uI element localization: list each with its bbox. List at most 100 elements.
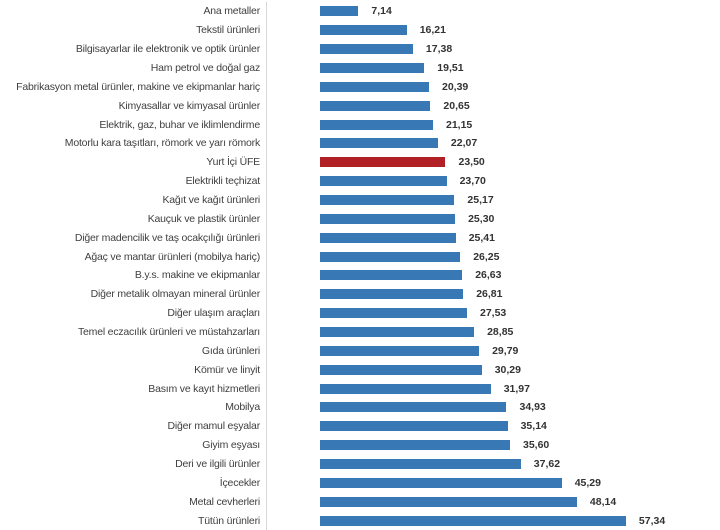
- bar: [320, 119, 433, 130]
- category-label: Basım ve kayıt hizmetleri: [148, 382, 260, 395]
- chart-row: Deri ve ilgili ürünler 37,62: [0, 454, 720, 474]
- plot-area: 57,34: [266, 511, 720, 530]
- bar: [320, 6, 359, 17]
- chart-row: Kimyasallar ve kimyasal ürünler 20,65: [0, 96, 720, 116]
- category-label: Kimyasallar ve kimyasal ürünler: [118, 99, 261, 112]
- plot-area: 21,15: [266, 115, 720, 135]
- chart-row: Ağaç ve mantar ürünleri (mobilya hariç) …: [0, 247, 720, 267]
- category-label: Tekstil ürünleri: [196, 24, 260, 37]
- category-label: Giyim eşyası: [202, 439, 260, 452]
- value-label: 20,65: [443, 99, 470, 112]
- plot-area: 7,14: [266, 2, 720, 21]
- category-label: Gıda ürünleri: [201, 344, 260, 357]
- bar: [320, 81, 429, 92]
- chart-row: Giyim eşyası 35,60: [0, 435, 720, 455]
- plot-area: 20,39: [266, 77, 720, 97]
- value-label: 23,50: [458, 156, 485, 169]
- bar: [320, 345, 480, 356]
- chart-row: B.y.s. makine ve ekipmanlar 26,63: [0, 266, 720, 285]
- value-label: 45,29: [574, 476, 601, 489]
- value-label: 23,70: [459, 175, 486, 188]
- category-label: Mobilya: [225, 401, 260, 414]
- chart-row: İçecekler 45,29: [0, 473, 720, 493]
- bar: [320, 100, 431, 111]
- value-label: 25,30: [468, 212, 495, 225]
- category-label: Diğer madencilik ve taş ocakçılığı ürünl…: [74, 231, 260, 244]
- chart-row: Mobilya 34,93: [0, 398, 720, 417]
- value-label: 31,97: [503, 382, 530, 395]
- bar-highlight: [320, 157, 446, 168]
- value-label: 20,39: [441, 80, 469, 93]
- value-label: 35,14: [520, 420, 547, 433]
- plot-area: 23,70: [266, 171, 720, 191]
- category-label: Ağaç ve mantar ürünleri (mobilya hariç): [84, 250, 261, 263]
- plot-area: 20,65: [266, 96, 720, 116]
- category-label: Kağıt ve kağıt ürünleri: [162, 194, 260, 207]
- value-label: 25,17: [467, 194, 494, 207]
- category-label: Motorlu kara taşıtları, römork ve yarı r…: [64, 137, 260, 150]
- plot-area: 34,93: [266, 398, 720, 417]
- chart-row: Diğer metalik olmayan mineral ürünler 26…: [0, 284, 720, 304]
- category-label: İçecekler: [219, 476, 260, 489]
- value-label: 25,41: [468, 231, 495, 244]
- plot-area: 27,53: [266, 303, 720, 323]
- bar: [320, 63, 425, 73]
- chart-row: Diğer mamul eşyalar 35,14: [0, 416, 720, 436]
- plot-area: 26,81: [266, 284, 720, 304]
- plot-area: 37,62: [266, 454, 720, 474]
- category-label: Deri ve ilgili ürünler: [175, 458, 260, 471]
- chart-row: Diğer ulaşım araçları 27,53: [0, 303, 720, 323]
- bar: [320, 44, 413, 55]
- bar: [320, 289, 464, 300]
- value-label: 28,85: [487, 326, 514, 339]
- chart-row: Metal cevherleri 48,14: [0, 492, 720, 512]
- category-label: Kauçuk ve plastik ürünler: [147, 212, 261, 225]
- plot-area: 19,51: [266, 58, 720, 78]
- value-label: 57,34: [638, 514, 666, 527]
- category-label: Elektrikli teçhizat: [185, 175, 261, 188]
- plot-area: 31,97: [266, 379, 720, 399]
- bar: [320, 213, 456, 224]
- plot-area: 25,41: [266, 228, 720, 248]
- plot-area: 23,50: [266, 152, 720, 172]
- bar: [320, 308, 467, 319]
- value-label: 26,81: [476, 288, 503, 301]
- bar: [320, 25, 407, 36]
- value-label: 30,29: [494, 363, 521, 376]
- bar: [320, 477, 562, 488]
- chart-row: Elektrik, gaz, buhar ve iklimlendirme 21…: [0, 115, 720, 135]
- chart-row: Bilgisayarlar ile elektronik ve optik ür…: [0, 39, 720, 59]
- category-label: Yurt İçi ÜFE: [206, 156, 260, 169]
- value-label: 34,93: [519, 401, 546, 414]
- plot-area: 26,63: [266, 266, 720, 285]
- chart-row: Elektrikli teçhizat 23,70: [0, 171, 720, 191]
- chart-row: Fabrikasyon metal ürünler, makine ve eki…: [0, 77, 720, 97]
- chart-row: Ham petrol ve doğal gaz 19,51: [0, 58, 720, 78]
- value-label: 48,14: [589, 495, 617, 508]
- chart-row: Ana metaller 7,14: [0, 2, 720, 21]
- category-label: Fabrikasyon metal ürünler, makine ve eki…: [16, 80, 260, 93]
- value-label: 27,53: [479, 307, 507, 320]
- plot-area: 29,79: [266, 341, 720, 361]
- plot-area: 30,29: [266, 360, 720, 380]
- chart-row: Basım ve kayıt hizmetleri 31,97: [0, 379, 720, 399]
- plot-area: 45,29: [266, 473, 720, 493]
- bar: [320, 232, 456, 243]
- chart-row: Kauçuk ve plastik ürünler 25,30: [0, 209, 720, 229]
- category-label: B.y.s. makine ve ekipmanlar: [134, 269, 260, 282]
- bar: [320, 383, 491, 394]
- value-label: 16,21: [419, 24, 446, 37]
- value-label: 21,15: [445, 118, 473, 131]
- bar: [320, 327, 475, 338]
- bar: [320, 251, 461, 262]
- plot-area: 28,85: [266, 322, 720, 342]
- category-label: Ana metaller: [203, 5, 260, 18]
- bar: [320, 459, 521, 470]
- plot-area: 22,07: [266, 134, 720, 153]
- bar: [320, 195, 455, 206]
- bar: [320, 440, 510, 451]
- chart-row: Kağıt ve kağıt ürünleri 25,17: [0, 190, 720, 210]
- chart-row: Temel eczacılık ürünleri ve müstahzarlar…: [0, 322, 720, 342]
- plot-area: 48,14: [266, 492, 720, 512]
